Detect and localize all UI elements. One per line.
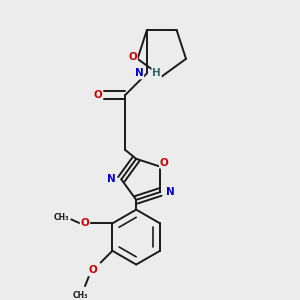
Text: O: O bbox=[128, 52, 137, 62]
Text: N: N bbox=[135, 68, 143, 79]
Text: CH₃: CH₃ bbox=[54, 213, 69, 222]
Text: O: O bbox=[88, 266, 97, 275]
Text: O: O bbox=[93, 90, 102, 100]
Text: N: N bbox=[166, 187, 175, 197]
Text: CH₃: CH₃ bbox=[72, 291, 88, 300]
Text: H: H bbox=[152, 68, 161, 79]
Text: N: N bbox=[107, 174, 116, 184]
Text: O: O bbox=[160, 158, 169, 168]
Text: O: O bbox=[81, 218, 89, 228]
